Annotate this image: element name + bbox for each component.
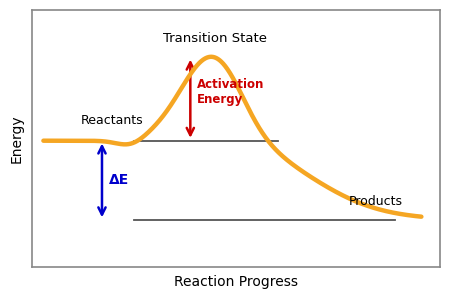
Text: Products: Products	[348, 196, 402, 208]
X-axis label: Reaction Progress: Reaction Progress	[174, 275, 298, 289]
Text: Transition State: Transition State	[163, 32, 267, 45]
Y-axis label: Energy: Energy	[10, 114, 24, 163]
Text: Activation
Energy: Activation Energy	[197, 78, 265, 106]
Text: ΔE: ΔE	[109, 173, 129, 187]
Text: Reactants: Reactants	[81, 114, 144, 127]
